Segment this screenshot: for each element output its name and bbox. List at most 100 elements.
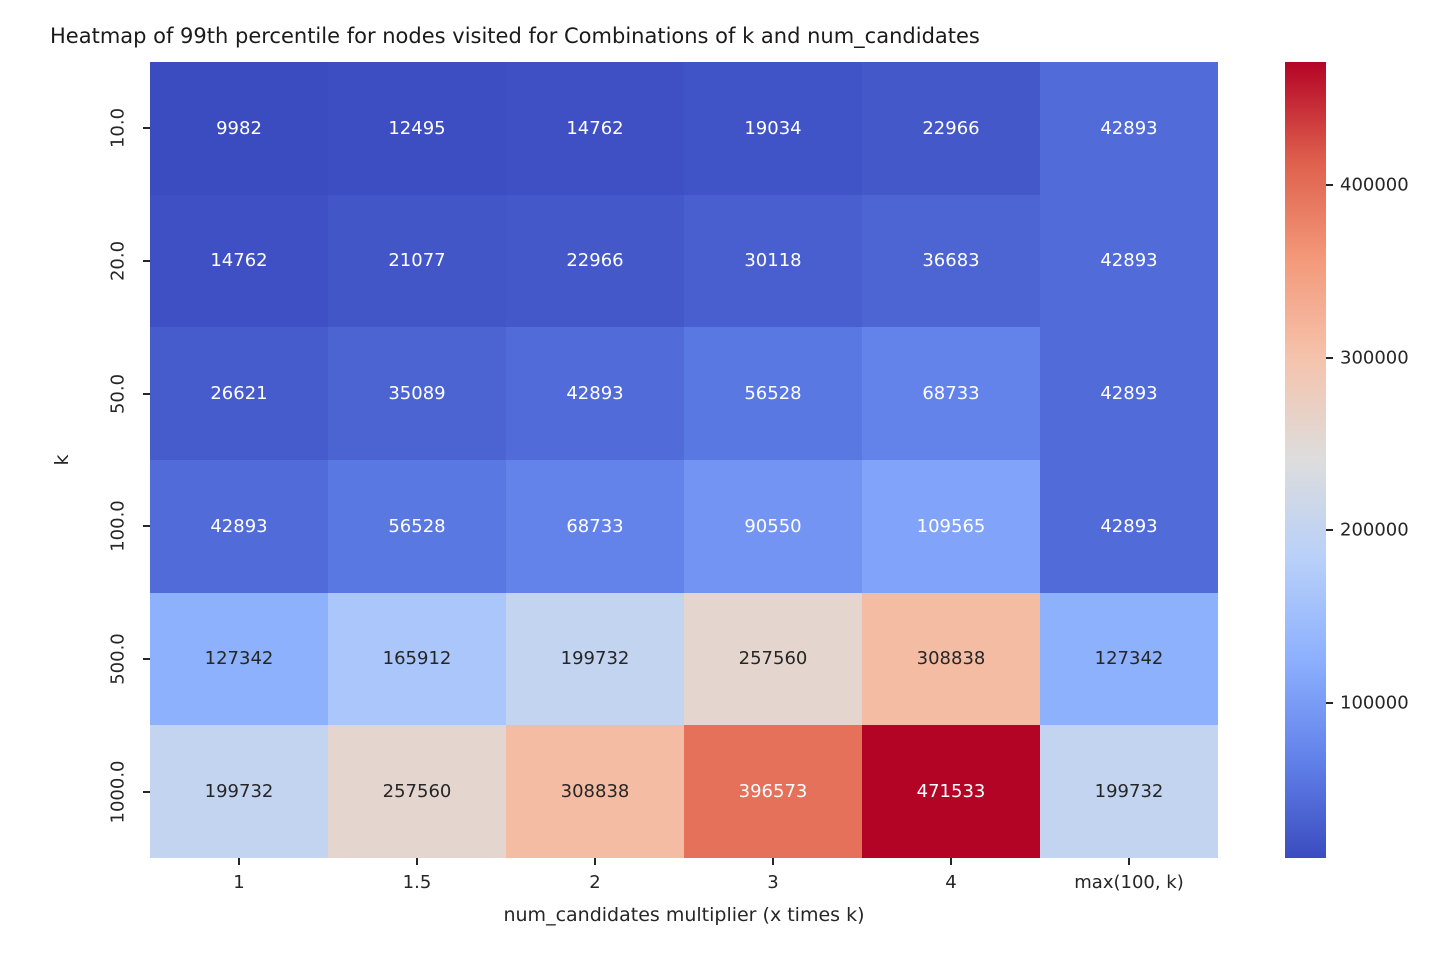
heatmap-cell-r5-c0: 199732 — [150, 725, 328, 858]
heatmap-cell-r2-c0: 26621 — [150, 327, 328, 460]
x-tick-label: 4 — [945, 872, 957, 893]
heatmap-cell-r1-c1: 21077 — [328, 194, 506, 328]
cell-value: 257560 — [382, 781, 452, 803]
heatmap-cell-r5-c4: 471533 — [862, 725, 1040, 858]
x-tick-mark — [1128, 858, 1130, 865]
heatmap-cell-r0-c3: 19034 — [684, 62, 862, 195]
heatmap-cell-r4-c0: 127342 — [150, 592, 328, 726]
heatmap-cell-r5-c5: 199732 — [1040, 725, 1218, 858]
heatmap-cell-r3-c4: 109565 — [862, 460, 1040, 593]
cell-value: 308838 — [560, 781, 630, 803]
y-tick-mark — [143, 658, 150, 660]
cell-value: 35089 — [388, 383, 446, 405]
cell-value: 199732 — [560, 648, 630, 670]
cell-value: 68733 — [922, 383, 980, 405]
y-tick-mark — [143, 790, 150, 793]
x-tick-mark — [238, 858, 240, 865]
heatmap-cell-r4-c3: 257560 — [684, 592, 862, 726]
colorbar-tick-mark — [1326, 529, 1333, 532]
heatmap-cell-r3-c2: 68733 — [506, 460, 684, 593]
cell-value: 257560 — [738, 648, 808, 670]
cell-value: 90550 — [744, 515, 802, 537]
heatmap-cell-r1-c2: 22966 — [506, 194, 684, 328]
cell-value: 42893 — [1100, 250, 1158, 272]
heatmap-cell-r5-c3: 396573 — [684, 725, 862, 858]
y-tick-mark — [143, 127, 150, 130]
cell-value: 30118 — [744, 250, 802, 272]
x-tick-label: 3 — [767, 872, 779, 893]
cell-value: 127342 — [1094, 648, 1164, 670]
colorbar-tick-label: 400000 — [1340, 174, 1409, 196]
heatmap-cell-r1-c3: 30118 — [684, 194, 862, 328]
heatmap-cell-r0-c4: 22966 — [862, 62, 1040, 195]
cell-value: 21077 — [388, 250, 446, 272]
y-tick-label: 500.0 — [107, 633, 129, 685]
heatmap-cell-r3-c0: 42893 — [150, 460, 328, 593]
cell-value: 199732 — [1094, 781, 1164, 803]
cell-value: 42893 — [1100, 117, 1158, 139]
cell-value: 9982 — [216, 117, 262, 139]
x-tick-label: 1 — [233, 872, 245, 893]
y-tick-label: 1000.0 — [107, 760, 129, 824]
y-tick-mark — [143, 525, 150, 528]
cell-value: 14762 — [566, 117, 624, 139]
heatmap-cell-r2-c1: 35089 — [328, 327, 506, 460]
cell-value: 165912 — [382, 648, 452, 670]
cell-value: 56528 — [744, 383, 802, 405]
colorbar-tick-label: 200000 — [1340, 519, 1409, 541]
heatmap-cell-r3-c5: 42893 — [1040, 460, 1218, 593]
y-tick-mark — [143, 392, 150, 395]
cell-value: 36683 — [922, 250, 980, 272]
cell-value: 199732 — [204, 781, 274, 803]
colorbar-tick-mark — [1326, 356, 1333, 359]
chart-title: Heatmap of 99th percentile for nodes vis… — [50, 24, 980, 48]
cell-value: 308838 — [916, 648, 986, 670]
y-tick-label: 20.0 — [107, 240, 129, 282]
cell-value: 14762 — [210, 250, 268, 272]
colorbar-tick-label: 300000 — [1340, 347, 1409, 369]
cell-value: 22966 — [566, 250, 624, 272]
heatmap-cell-r4-c4: 308838 — [862, 592, 1040, 726]
heatmap-cell-r3-c1: 56528 — [328, 460, 506, 593]
cell-value: 42893 — [1100, 383, 1158, 405]
x-tick-mark — [772, 858, 774, 865]
y-tick-label: 10.0 — [107, 108, 129, 149]
cell-value: 56528 — [388, 515, 446, 537]
y-tick-label: 50.0 — [107, 373, 129, 414]
x-tick-mark — [594, 858, 596, 865]
heatmap-grid: 9982 12495 14762 19034 22966 42893 14762 21077 2… — [150, 62, 1218, 858]
cell-value: 42893 — [566, 383, 624, 405]
cell-value: 127342 — [204, 648, 274, 670]
colorbar-tick-label: 100000 — [1340, 692, 1409, 714]
y-tick-mark — [143, 260, 150, 262]
x-tick-label: max(100, k) — [1074, 872, 1184, 893]
heatmap-cell-r4-c1: 165912 — [328, 592, 506, 726]
x-tick-mark — [950, 858, 952, 865]
heatmap-cell-r2-c4: 68733 — [862, 327, 1040, 460]
cell-value: 26621 — [210, 383, 268, 405]
cell-value: 19034 — [744, 117, 802, 139]
cell-value: 396573 — [738, 781, 808, 803]
x-tick-label: 1.5 — [402, 872, 432, 893]
y-axis-label: k — [51, 454, 73, 466]
heatmap-cell-r1-c0: 14762 — [150, 194, 328, 328]
colorbar-tick-mark — [1326, 701, 1333, 704]
heatmap-cell-r4-c5: 127342 — [1040, 592, 1218, 726]
heatmap-cell-r0-c5: 42893 — [1040, 62, 1218, 195]
x-axis-label: num_candidates multiplier (x times k) — [503, 904, 865, 926]
cell-value: 22966 — [922, 117, 980, 139]
heatmap-cell-r3-c3: 90550 — [684, 460, 862, 593]
heatmap-cell-r0-c0: 9982 — [150, 62, 328, 195]
cell-value: 109565 — [916, 515, 986, 537]
heatmap-cell-r0-c2: 14762 — [506, 62, 684, 195]
heatmap-cell-r1-c5: 42893 — [1040, 194, 1218, 328]
cell-value: 42893 — [210, 515, 268, 537]
colorbar — [1285, 62, 1326, 858]
colorbar-tick-mark — [1326, 184, 1333, 187]
heatmap-cell-r5-c2: 308838 — [506, 725, 684, 858]
x-tick-label: 2 — [589, 872, 601, 893]
heatmap-cell-r0-c1: 12495 — [328, 62, 506, 195]
cell-value: 471533 — [916, 781, 986, 803]
cell-value: 68733 — [566, 515, 624, 537]
